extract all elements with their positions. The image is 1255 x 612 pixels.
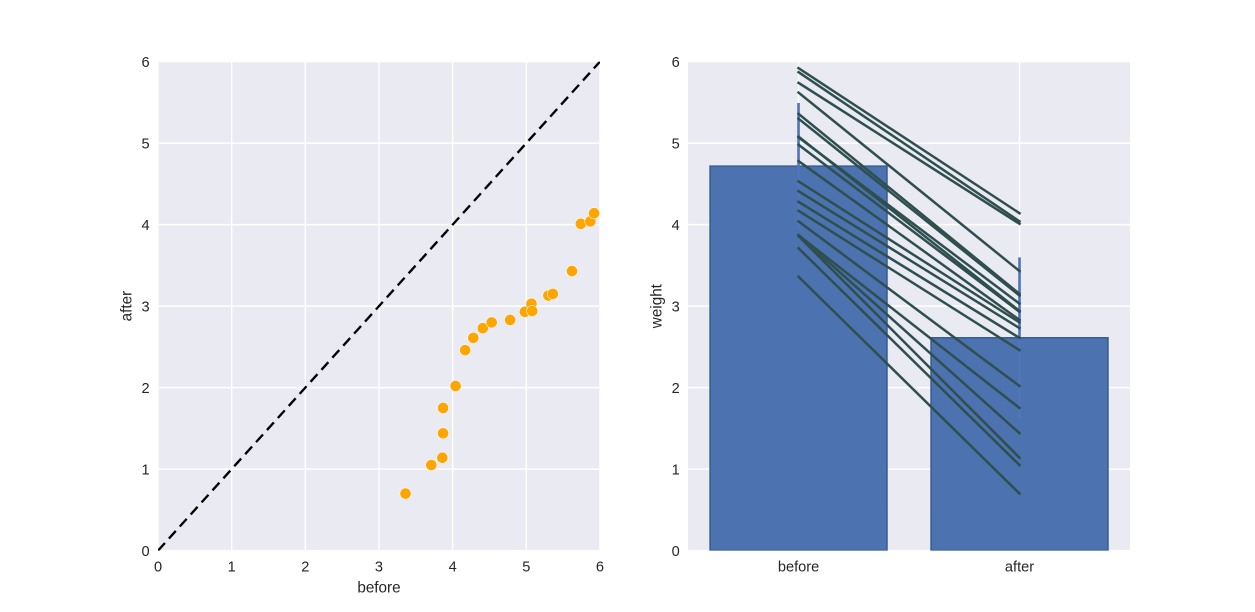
svg-text:3: 3 — [672, 299, 680, 315]
svg-text:5: 5 — [142, 136, 150, 152]
svg-text:2: 2 — [142, 381, 150, 397]
svg-text:1: 1 — [228, 560, 236, 576]
svg-text:2: 2 — [301, 560, 309, 576]
svg-text:5: 5 — [522, 560, 530, 576]
svg-text:after: after — [1005, 560, 1034, 576]
svg-text:3: 3 — [375, 560, 383, 576]
svg-text:4: 4 — [142, 218, 150, 234]
svg-text:0: 0 — [154, 560, 162, 576]
svg-text:6: 6 — [596, 560, 604, 576]
svg-text:4: 4 — [449, 560, 457, 576]
svg-text:0: 0 — [672, 544, 680, 560]
svg-text:3: 3 — [142, 299, 150, 315]
svg-text:before: before — [357, 580, 400, 597]
svg-text:4: 4 — [672, 218, 680, 234]
svg-text:5: 5 — [672, 136, 680, 152]
svg-text:6: 6 — [672, 55, 680, 71]
svg-text:2: 2 — [672, 381, 680, 397]
svg-text:weight: weight — [648, 283, 665, 329]
svg-text:6: 6 — [142, 55, 150, 71]
svg-text:0: 0 — [142, 544, 150, 560]
svg-text:after: after — [118, 291, 135, 322]
svg-text:before: before — [778, 560, 819, 576]
svg-text:1: 1 — [142, 462, 150, 478]
svg-text:1: 1 — [672, 462, 680, 478]
